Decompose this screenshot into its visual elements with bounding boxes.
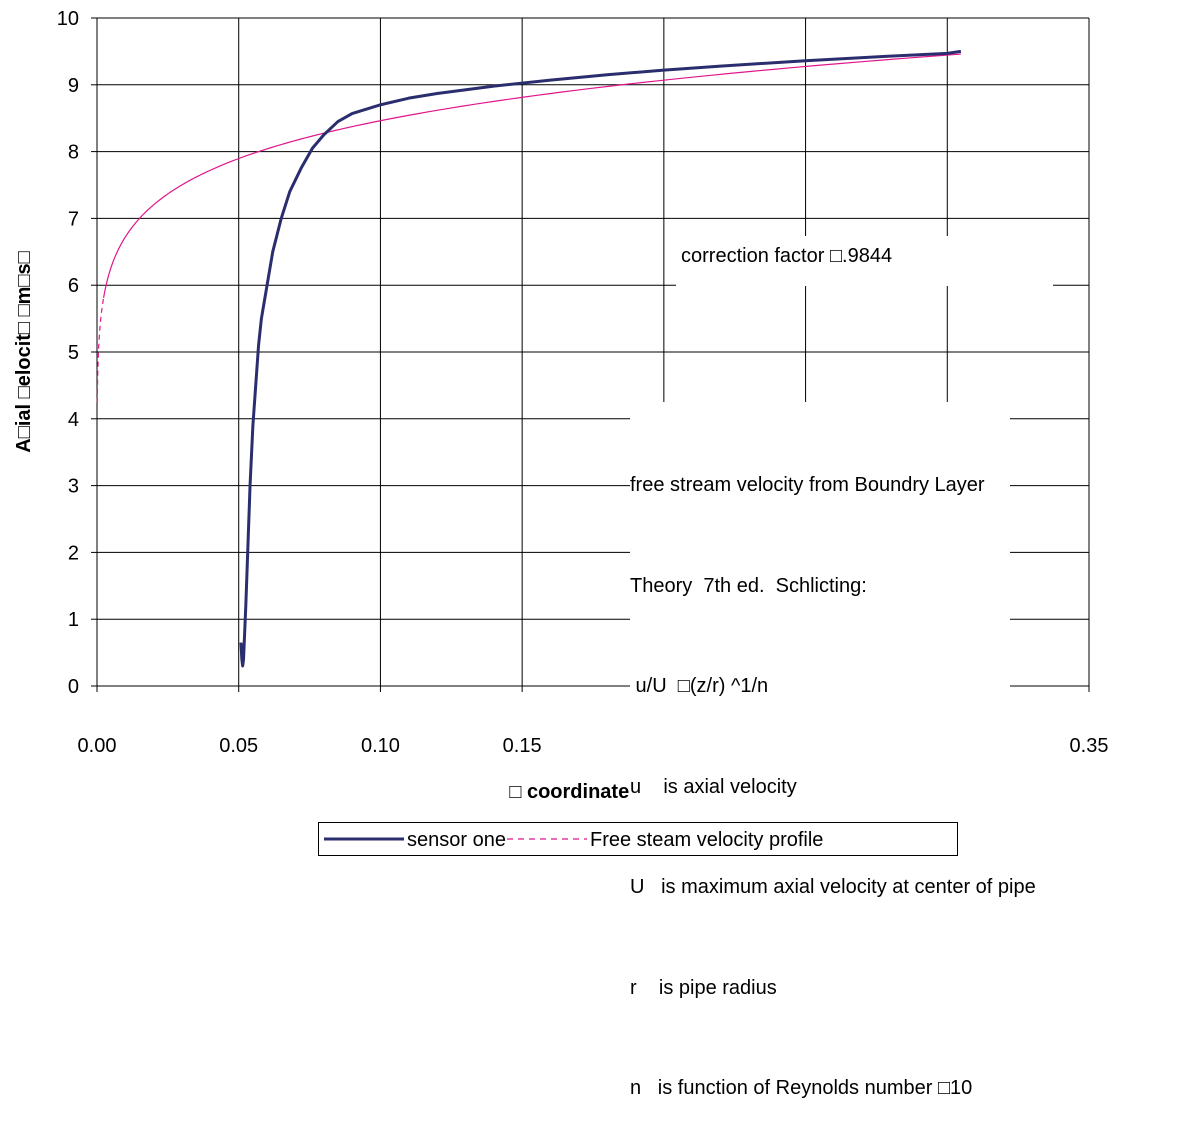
y-tick-label: 3 [68, 476, 79, 498]
series-line-free-stream [103, 53, 961, 298]
legend-swatches [324, 837, 587, 841]
x-tick-label: 0.15 [503, 735, 542, 757]
y-tick-label: 9 [68, 75, 79, 97]
legend: sensor one Free steam velocity profile [318, 822, 958, 856]
y-tick-label: 10 [57, 8, 79, 30]
note-line: free stream velocity from Boundry Layer [630, 474, 985, 496]
note-line: Theory 7th ed. Schlicting: [630, 574, 867, 597]
y-tick-label: 8 [68, 142, 79, 164]
x-tick-label: 0.10 [361, 735, 400, 757]
note-line: U is maximum axial velocity at center of… [630, 876, 1036, 898]
y-tick-label: 7 [68, 208, 79, 230]
series-line-free-stream-dashed [96, 297, 105, 403]
y-axis-title: A□ial □elocit□ □m□s□ [13, 251, 35, 452]
series-lines [96, 49, 962, 668]
correction-factor-note: correction factor □.9844 [676, 236, 1053, 286]
y-tick-label: 1 [68, 609, 79, 631]
x-tick-label: 0.35 [1070, 735, 1109, 757]
note-line: n is function of Reynolds number □10 [630, 1077, 973, 1099]
legend-label-sensor-one: sensor one [407, 829, 506, 851]
boundary-layer-theory-note: free stream velocity from Boundry Layer … [630, 402, 1036, 1143]
legend-label-free-stream: Free steam velocity profile [590, 829, 824, 851]
note-line: u/U □(z/r) ^1/n [630, 675, 769, 697]
note-line: r is pipe radius [630, 976, 777, 999]
y-tick-label: 0 [68, 676, 79, 698]
y-tick-label: 5 [68, 342, 79, 364]
x-tick-label: 0.00 [78, 735, 117, 757]
y-tick-labels: 0 1 2 3 4 5 6 7 8 9 10 [57, 8, 79, 698]
y-tick-label: 4 [68, 409, 79, 431]
y-tick-label: 6 [68, 275, 79, 297]
note-line: u is axial velocity [630, 775, 797, 798]
y-tick-label: 2 [68, 542, 79, 564]
chart: 0.000.050.100.150.200.250.300.35 0123456… [13, 8, 1109, 803]
x-tick-label: 0.05 [219, 735, 258, 757]
series-line-sensor-one [239, 49, 962, 668]
